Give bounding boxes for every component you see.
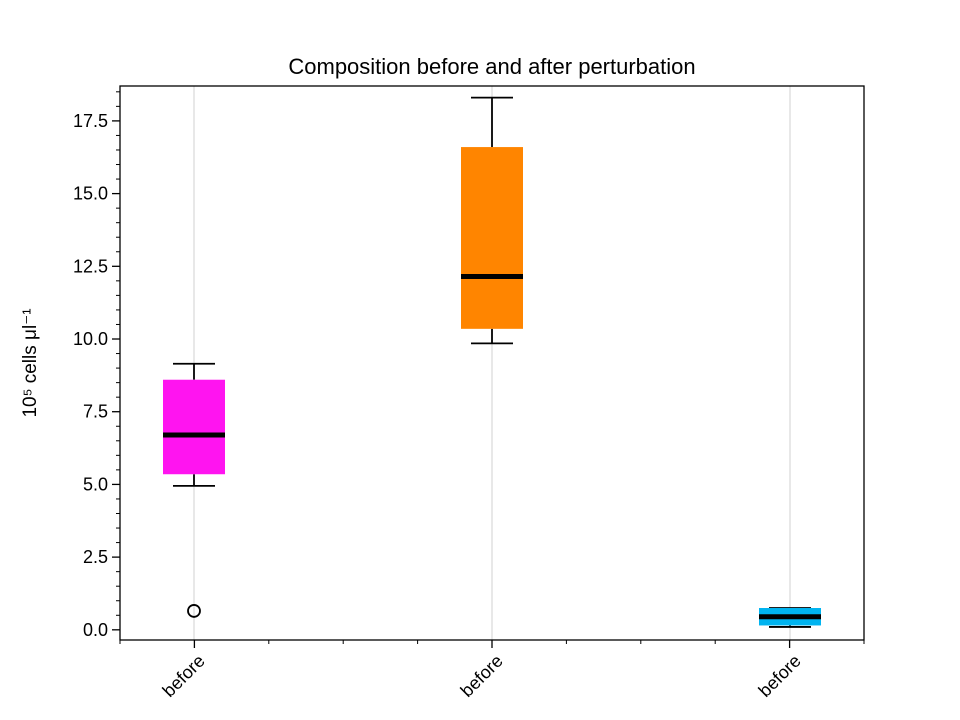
box-2 xyxy=(461,96,523,345)
y-tick-label: 2.5 xyxy=(83,547,108,567)
box-3 xyxy=(759,607,821,628)
y-axis: 0.0 2.5 5.0 7.5 10.0 12.5 15.0 17.5 xyxy=(73,91,120,640)
chart-title: Composition before and after perturbatio… xyxy=(288,54,695,79)
x-axis: before before before xyxy=(119,640,865,701)
y-axis-label-text: 10⁵ cells μl⁻¹ xyxy=(20,308,41,417)
x-tick-label: before xyxy=(457,651,507,701)
x-tick-label: before xyxy=(755,651,805,701)
y-tick-label: 7.5 xyxy=(83,402,108,422)
y-tick-label: 17.5 xyxy=(73,111,108,131)
y-tick-label: 10.0 xyxy=(73,329,108,349)
boxes xyxy=(163,96,821,628)
y-tick-label: 15.0 xyxy=(73,184,108,204)
y-tick-label: 5.0 xyxy=(83,474,108,494)
y-tick-label: 0.0 xyxy=(83,620,108,640)
outlier-point xyxy=(187,604,201,618)
y-axis-label: 10⁵ cells μl⁻¹ xyxy=(20,308,41,417)
box-1 xyxy=(163,362,225,618)
box-body xyxy=(163,379,225,475)
y-tick-label: 12.5 xyxy=(73,256,108,276)
x-tick-label: before xyxy=(159,651,209,701)
box-body xyxy=(461,147,523,329)
